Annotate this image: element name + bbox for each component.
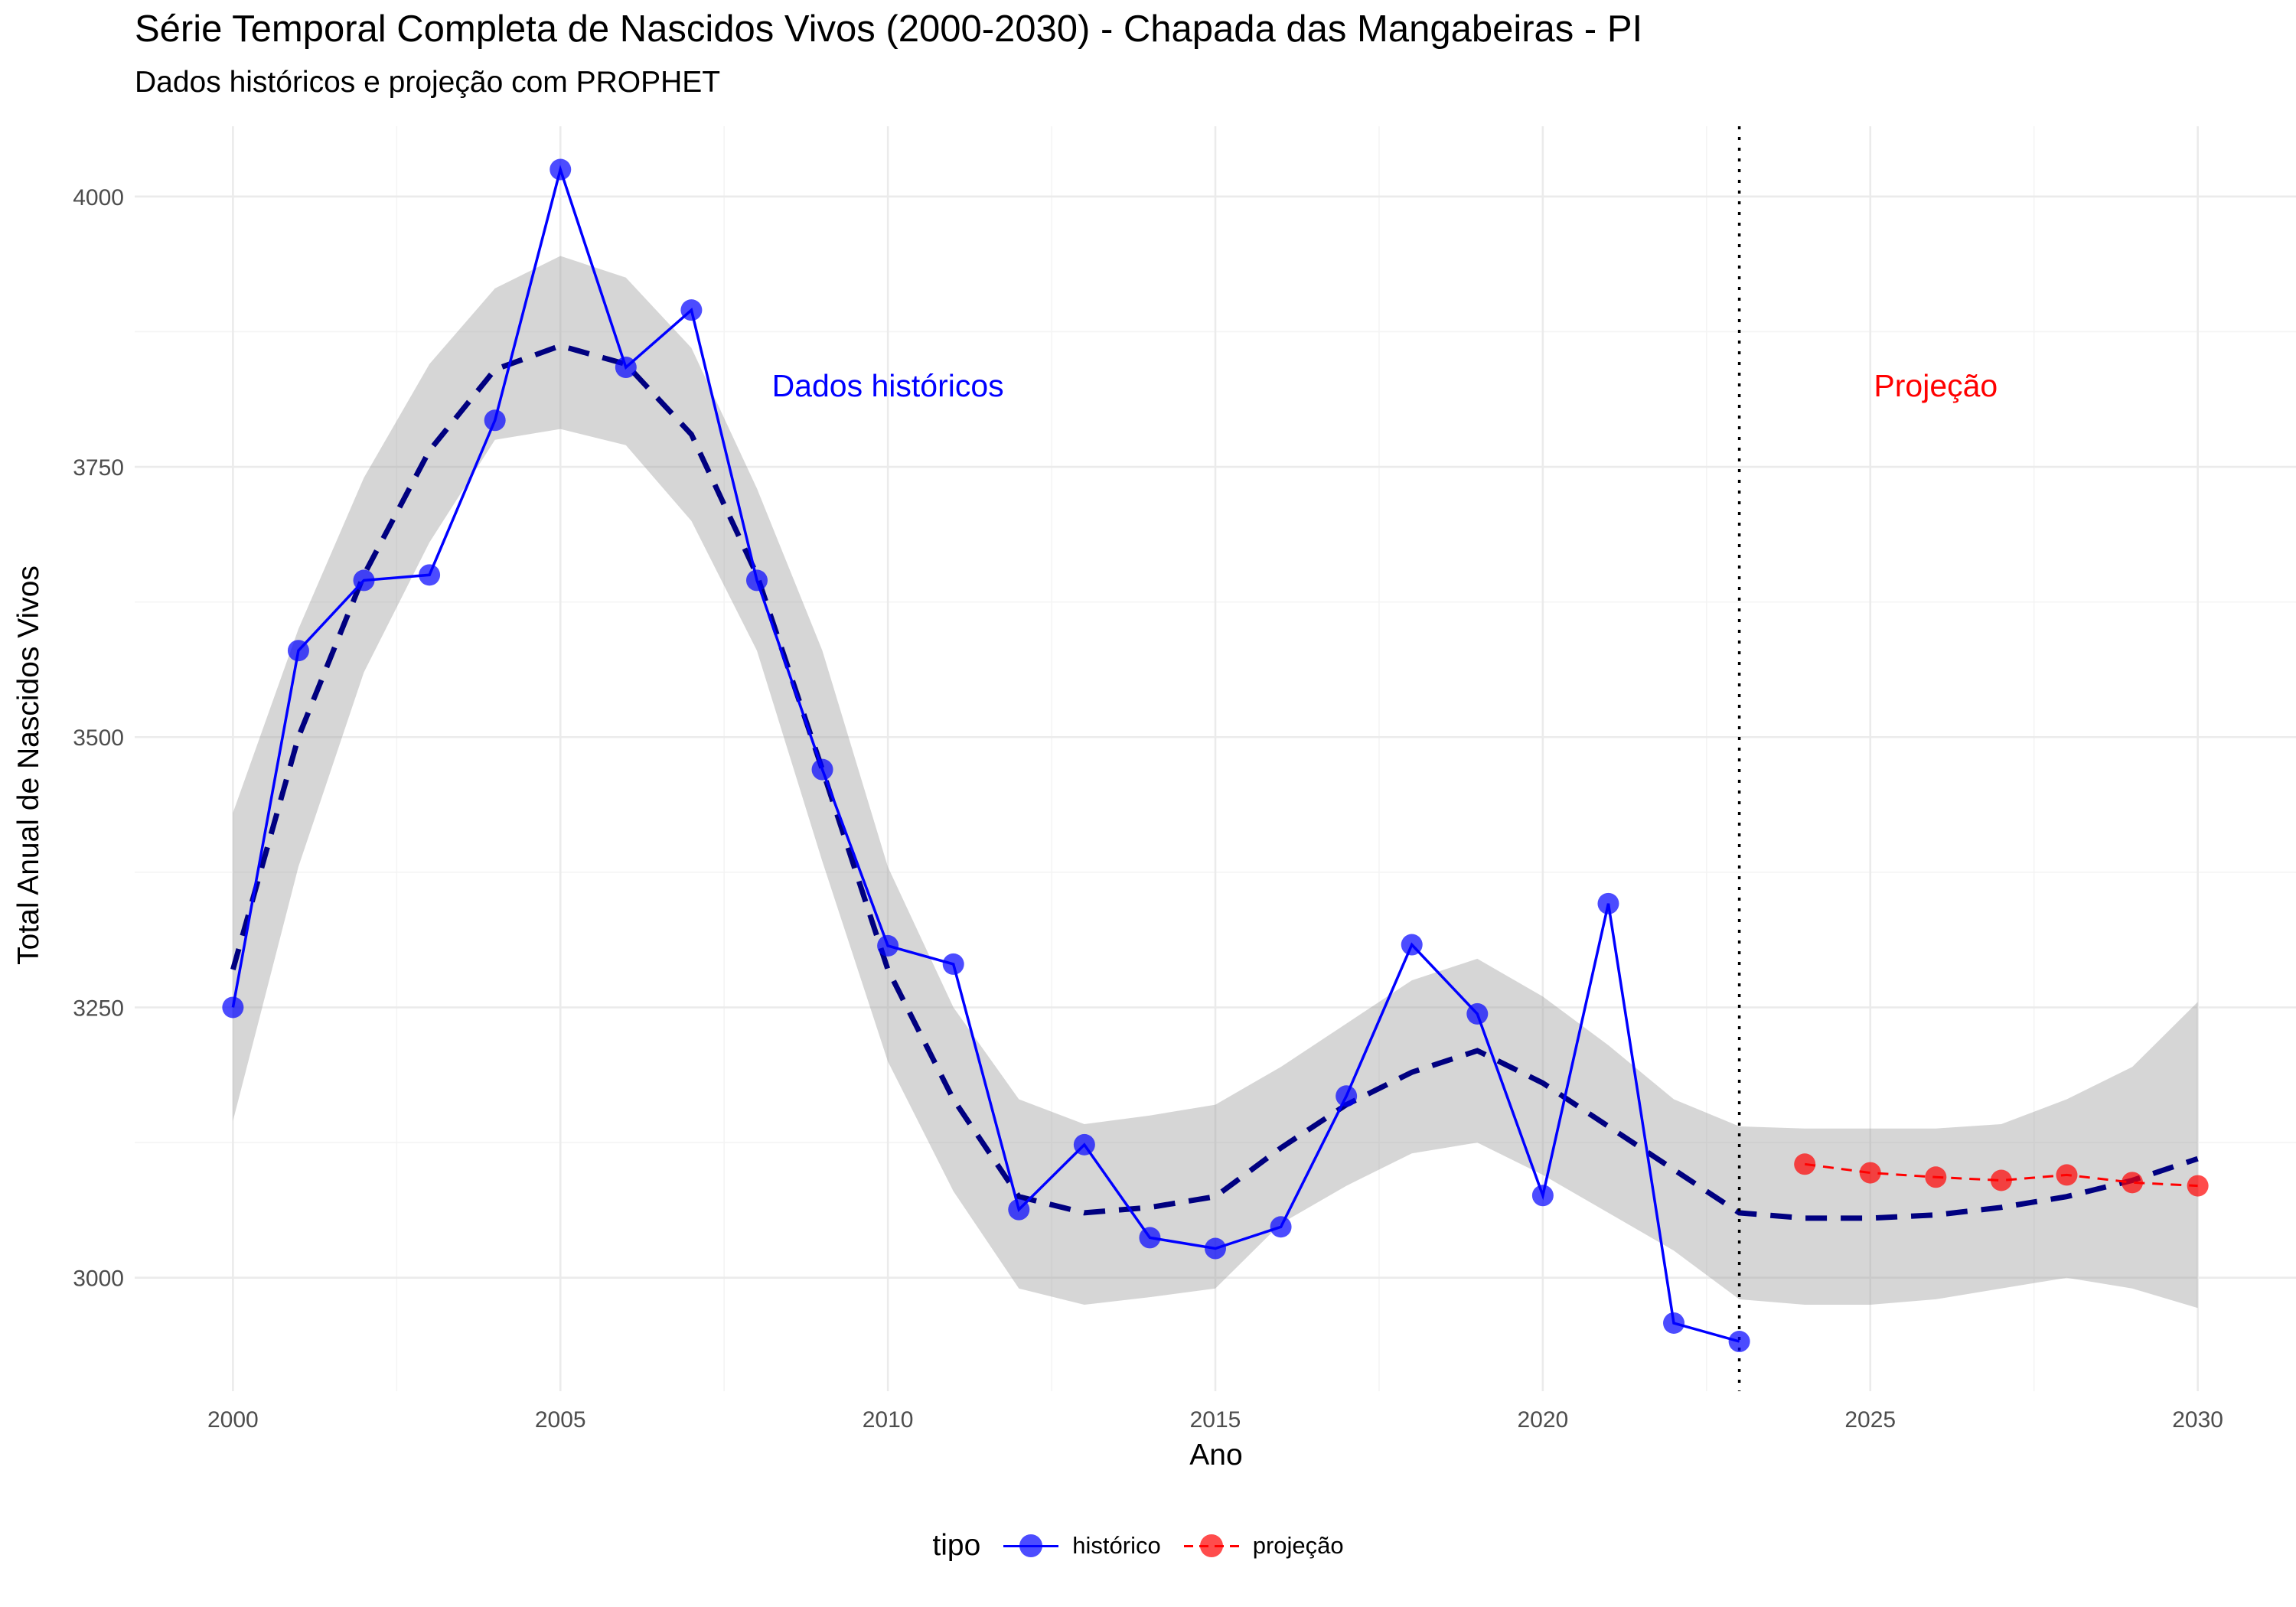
- data-point-0-2022: [1663, 1312, 1685, 1334]
- data-point-0-2000: [222, 996, 244, 1019]
- legend-key-historico: [1000, 1523, 1062, 1569]
- y-axis-title: Total Anual de Nascidos Vivos: [12, 566, 45, 965]
- legend-item-historico: histórico: [1000, 1523, 1161, 1569]
- confidence-band: [233, 256, 2198, 1309]
- annotation-1: Projeção: [1874, 368, 1998, 403]
- data-point-1-2029: [2122, 1172, 2144, 1194]
- data-point-0-2023: [1728, 1331, 1750, 1353]
- legend-label-historico: histórico: [1072, 1532, 1161, 1559]
- x-axis-ticks: 2000 2005 2010 2015 2020 2025 2030: [207, 1407, 2223, 1433]
- data-point-0-2001: [287, 640, 309, 662]
- data-point-0-2003: [419, 564, 441, 586]
- data-point-0-2004: [484, 409, 506, 432]
- data-point-0-2021: [1597, 892, 1619, 914]
- x-axis-title: Ano: [1189, 1439, 1242, 1472]
- annotation-0: Dados históricos: [772, 368, 1004, 403]
- chart-subtitle: Dados históricos e projeção com PROPHET: [135, 66, 721, 99]
- x-tick-label: 2030: [2172, 1407, 2223, 1433]
- data-point-0-2018: [1401, 934, 1423, 956]
- series-line-0: [231, 165, 1740, 1343]
- data-point-0-2009: [811, 758, 833, 781]
- data-point-0-2010: [877, 934, 899, 957]
- y-tick-label: 3250: [73, 996, 124, 1021]
- data-point-0-2017: [1336, 1085, 1358, 1107]
- data-point-0-2011: [942, 953, 964, 975]
- data-points: [222, 158, 2209, 1353]
- y-tick-label: 4000: [73, 185, 124, 210]
- data-point-0-2006: [615, 357, 637, 379]
- legend-item-projecao: projeção: [1181, 1523, 1344, 1569]
- data-point-0-2007: [680, 299, 703, 321]
- annotations: Dados históricos Projeção: [772, 368, 1998, 403]
- x-tick-label: 2010: [863, 1407, 914, 1433]
- confidence-band-area: [233, 256, 2198, 1309]
- data-point-1-2025: [1859, 1162, 1881, 1184]
- data-point-0-2020: [1531, 1185, 1554, 1207]
- legend-title: tipo: [932, 1529, 981, 1562]
- data-point-0-2002: [353, 569, 375, 592]
- x-tick-label: 2020: [1518, 1407, 1569, 1433]
- y-tick-label: 3500: [73, 725, 124, 751]
- data-point-1-2027: [1990, 1169, 2012, 1191]
- time-series-plot: Dados históricos Projeção 2000 2005 2010 201…: [12, 126, 2296, 1472]
- legend-key-projecao: [1181, 1523, 1242, 1569]
- data-point-0-2012: [1008, 1198, 1030, 1221]
- y-tick-label: 3000: [73, 1266, 124, 1292]
- chart-title: Série Temporal Completa de Nascidos Vivo…: [135, 8, 1643, 50]
- data-point-0-2008: [745, 569, 768, 592]
- data-point-1-2028: [2056, 1164, 2078, 1186]
- data-point-0-2013: [1073, 1133, 1095, 1156]
- data-point-0-2019: [1466, 1002, 1489, 1025]
- legend-label-projecao: projeção: [1252, 1532, 1344, 1559]
- data-point-0-2016: [1270, 1216, 1292, 1238]
- data-point-1-2026: [1925, 1166, 1947, 1188]
- x-tick-label: 2015: [1190, 1407, 1241, 1433]
- data-point-0-2015: [1205, 1237, 1226, 1260]
- y-tick-label: 3750: [73, 455, 124, 481]
- data-point-0-2005: [550, 158, 572, 181]
- x-tick-label: 2005: [535, 1407, 586, 1433]
- legend: tipo histórico projeção: [0, 1515, 2296, 1576]
- data-point-0-2014: [1139, 1227, 1161, 1249]
- y-axis-ticks: 3000 3250 3500 3750 4000: [73, 185, 124, 1292]
- x-tick-label: 2000: [207, 1407, 259, 1433]
- x-tick-label: 2025: [1844, 1407, 1896, 1433]
- data-point-1-2024: [1794, 1153, 1816, 1175]
- series-lines: [231, 165, 2198, 1343]
- data-point-1-2030: [2187, 1175, 2209, 1197]
